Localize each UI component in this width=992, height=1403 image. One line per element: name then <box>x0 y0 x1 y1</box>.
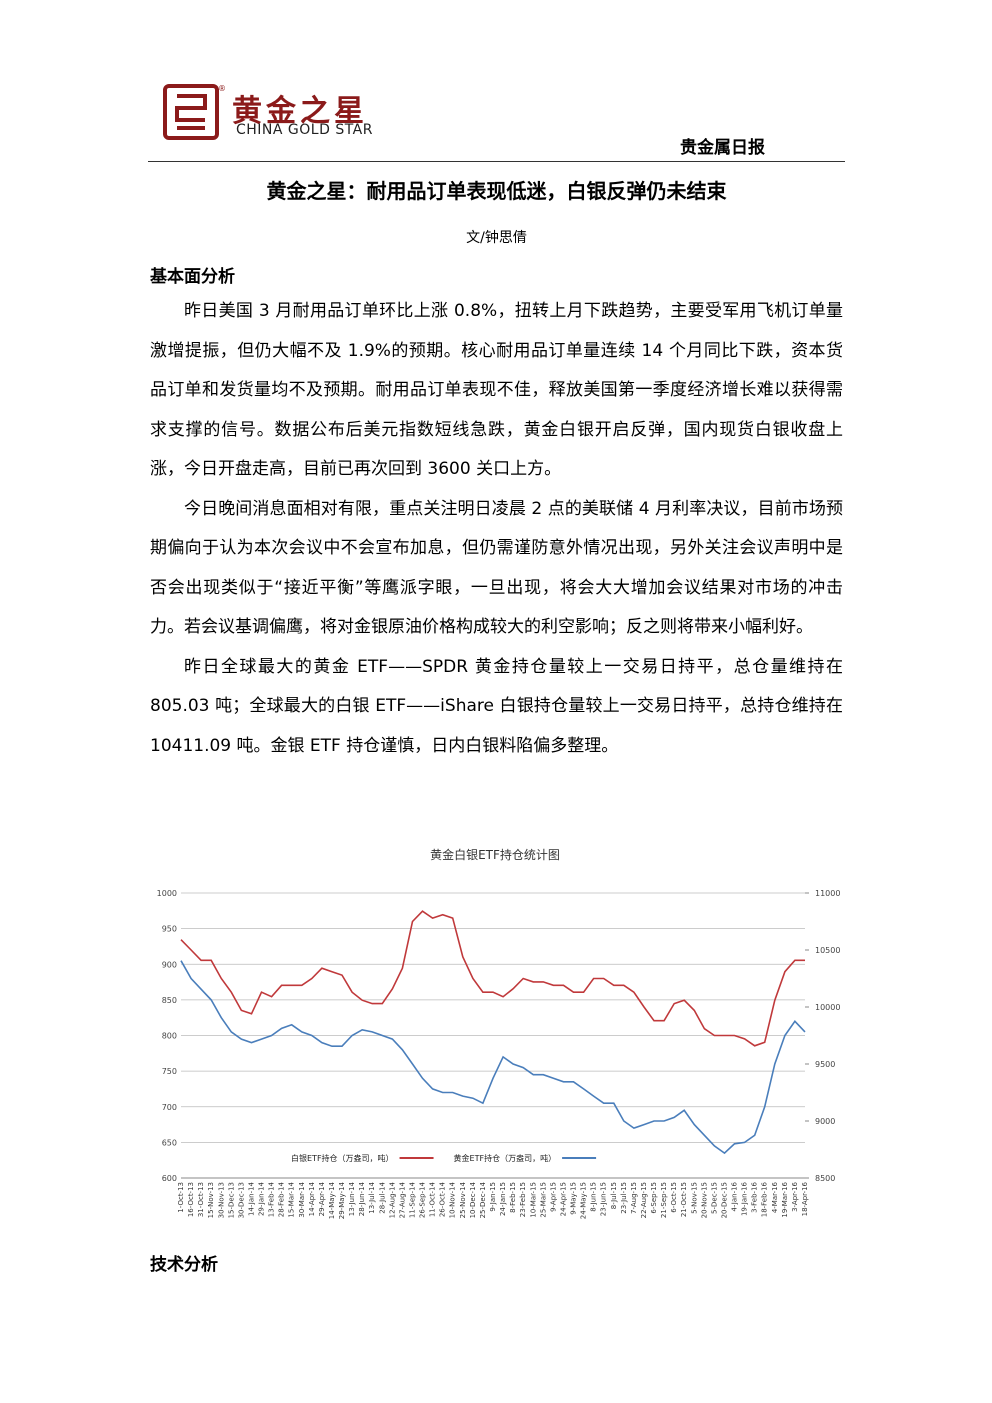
x-tick-label: 12-Aug-14 <box>388 1181 396 1218</box>
x-tick-label: 24-Apr-15 <box>559 1182 567 1216</box>
x-tick-label: 31-Oct-13 <box>197 1182 205 1217</box>
x-tick-label: 29-May-14 <box>338 1181 346 1219</box>
x-tick-label: 8-Jun-15 <box>590 1182 598 1212</box>
x-tick-label: 13-Feb-14 <box>268 1181 276 1217</box>
x-tick-label: 11-Oct-14 <box>429 1181 437 1217</box>
x-tick-label: 9-May-15 <box>570 1182 578 1215</box>
y2-tick-label: 11000 <box>815 889 840 898</box>
y-tick-label: 900 <box>162 960 177 969</box>
y-tick-label: 850 <box>162 996 177 1005</box>
x-tick-label: 23-Feb-15 <box>519 1182 527 1217</box>
x-tick-label: 23-Jun-15 <box>600 1182 608 1216</box>
x-tick-label: 25-Mar-15 <box>539 1182 547 1218</box>
x-tick-label: 28-Feb-14 <box>278 1181 286 1217</box>
x-tick-label: 5-Dec-15 <box>710 1182 718 1214</box>
y2-tick-label: 9500 <box>815 1060 835 1069</box>
header-rule <box>148 161 845 162</box>
x-tick-label: 27-Aug-14 <box>398 1181 406 1218</box>
x-tick-label: 15-Mar-14 <box>288 1181 296 1217</box>
legend-label: 黄金ETF持仓（万盎司，吨） <box>454 1153 557 1163</box>
doc-title: 黄金之星：耐用品订单表现低迷，白银反弹仍未结束 <box>266 179 727 203</box>
x-tick-label: 18-Feb-16 <box>761 1181 769 1217</box>
x-tick-label: 20-Nov-15 <box>700 1182 708 1218</box>
x-tick-label: 10-Mar-15 <box>529 1182 537 1218</box>
x-tick-label: 19-Mar-16 <box>781 1181 789 1217</box>
x-tick-label: 14-Apr-14 <box>308 1181 316 1216</box>
x-tick-label: 29-Jan-14 <box>258 1181 266 1216</box>
x-tick-label: 25-Nov-14 <box>459 1181 467 1218</box>
y2-tick-label: 10000 <box>815 1003 840 1012</box>
series-line <box>180 960 806 1155</box>
y-tick-label: 600 <box>162 1174 177 1183</box>
x-tick-label: 15-Dec-13 <box>227 1182 235 1218</box>
x-tick-label: 4-Mar-16 <box>771 1181 779 1213</box>
x-tick-label: 14-Jan-14 <box>247 1181 255 1216</box>
x-tick-label: 13-Jul-14 <box>368 1181 376 1213</box>
x-tick-label: 23-Jul-15 <box>620 1182 628 1214</box>
x-tick-label: 10-Dec-14 <box>469 1181 477 1218</box>
x-tick-label: 5-Nov-15 <box>690 1182 698 1214</box>
x-tick-label: 4-Jan-16 <box>731 1181 739 1211</box>
chart-title: 黄金白银ETF持仓统计图 <box>430 847 560 862</box>
x-tick-label: 25-Dec-14 <box>479 1181 487 1218</box>
x-tick-label: 19-Jan-16 <box>741 1181 749 1216</box>
y-tick-label: 800 <box>162 1032 177 1041</box>
x-tick-label: 8-Feb-15 <box>509 1182 517 1213</box>
y-tick-label: 950 <box>162 925 177 934</box>
author: 文/钟思倩 <box>466 230 527 246</box>
x-tick-label: 30-Nov-13 <box>217 1182 225 1218</box>
company-name-en: CHINA GOLD STAR <box>236 122 373 138</box>
x-tick-label: 6-Sep-15 <box>650 1182 658 1214</box>
paragraph: 昨日全球最大的黄金 ETF——SPDR 黄金持仓量较上一交易日持平，总仓量维持在… <box>150 656 843 756</box>
y-tick-label: 700 <box>162 1103 177 1112</box>
y-tick-label: 750 <box>162 1067 177 1076</box>
x-tick-label: 21-Sep-15 <box>660 1182 668 1218</box>
section-heading: 基本面分析 <box>150 267 235 287</box>
x-tick-label: 13-Jun-14 <box>348 1181 356 1216</box>
x-tick-label: 3-Feb-16 <box>751 1181 759 1212</box>
y2-tick-label: 10500 <box>815 946 840 955</box>
y2-tick-label: 9000 <box>815 1117 835 1126</box>
x-tick-label: 30-Mar-14 <box>298 1181 306 1217</box>
x-tick-label: 11-Sep-14 <box>408 1181 416 1218</box>
section-heading: 技术分析 <box>150 1255 218 1275</box>
x-tick-label: 18-Apr-16 <box>801 1181 809 1216</box>
x-tick-label: 28-Jul-14 <box>378 1181 386 1213</box>
y2-tick-label: 8500 <box>815 1174 835 1183</box>
x-tick-label: 24-May-15 <box>580 1182 588 1219</box>
x-tick-label: 3-Apr-16 <box>791 1181 799 1211</box>
x-tick-label: 22-Aug-15 <box>640 1182 648 1218</box>
x-tick-label: 16-Oct-13 <box>187 1182 195 1217</box>
x-tick-label: 9-Apr-15 <box>549 1182 557 1212</box>
logo-mark <box>163 84 219 140</box>
x-tick-label: 10-Nov-14 <box>449 1181 457 1218</box>
x-tick-label: 7-Aug-15 <box>630 1182 638 1214</box>
report-type: 贵金属日报 <box>680 138 765 158</box>
x-tick-label: 24-Jan-15 <box>499 1182 507 1216</box>
x-tick-label: 1-Oct-13 <box>177 1182 185 1213</box>
y-tick-label: 1000 <box>157 889 177 898</box>
x-tick-label: 26-Oct-14 <box>439 1181 447 1217</box>
legend-label: 白银ETF持仓（万盎司，吨） <box>291 1153 394 1163</box>
x-tick-label: 14-May-14 <box>328 1181 336 1219</box>
paragraph: 昨日美国 3 月耐用品订单环比上涨 0.8%，扭转上月下跌趋势，主要受军用飞机订… <box>150 301 843 479</box>
series-line <box>180 910 805 1047</box>
section-body: 昨日美国 3 月耐用品订单环比上涨 0.8%，扭转上月下跌趋势，主要受军用飞机订… <box>150 292 843 766</box>
x-tick-label: 21-Oct-15 <box>680 1182 688 1217</box>
x-tick-label: 8-Jul-15 <box>610 1182 618 1209</box>
x-tick-label: 30-Dec-13 <box>237 1182 245 1218</box>
y-tick-label: 650 <box>162 1138 177 1147</box>
x-tick-label: 15-Nov-13 <box>207 1182 215 1218</box>
x-tick-label: 29-Apr-14 <box>318 1181 326 1216</box>
x-tick-label: 9-Jan-15 <box>489 1182 497 1212</box>
chart: 黄金白银ETF持仓统计图 600 650 700 750 800 850 900 950 100… <box>157 847 840 1219</box>
x-tick-label: 26-Sep-14 <box>419 1181 427 1218</box>
x-tick-label: 6-Oct-15 <box>670 1182 678 1213</box>
paragraph: 今日晚间消息面相对有限，重点关注明日凌晨 2 点的美联储 4 月利率决议，目前市… <box>150 498 843 638</box>
x-tick-label: 20-Dec-15 <box>720 1182 728 1218</box>
company-name: 黄金之星 <box>232 94 368 129</box>
registered-mark: ® <box>218 84 226 93</box>
x-tick-label: 28-Jun-14 <box>358 1181 366 1216</box>
